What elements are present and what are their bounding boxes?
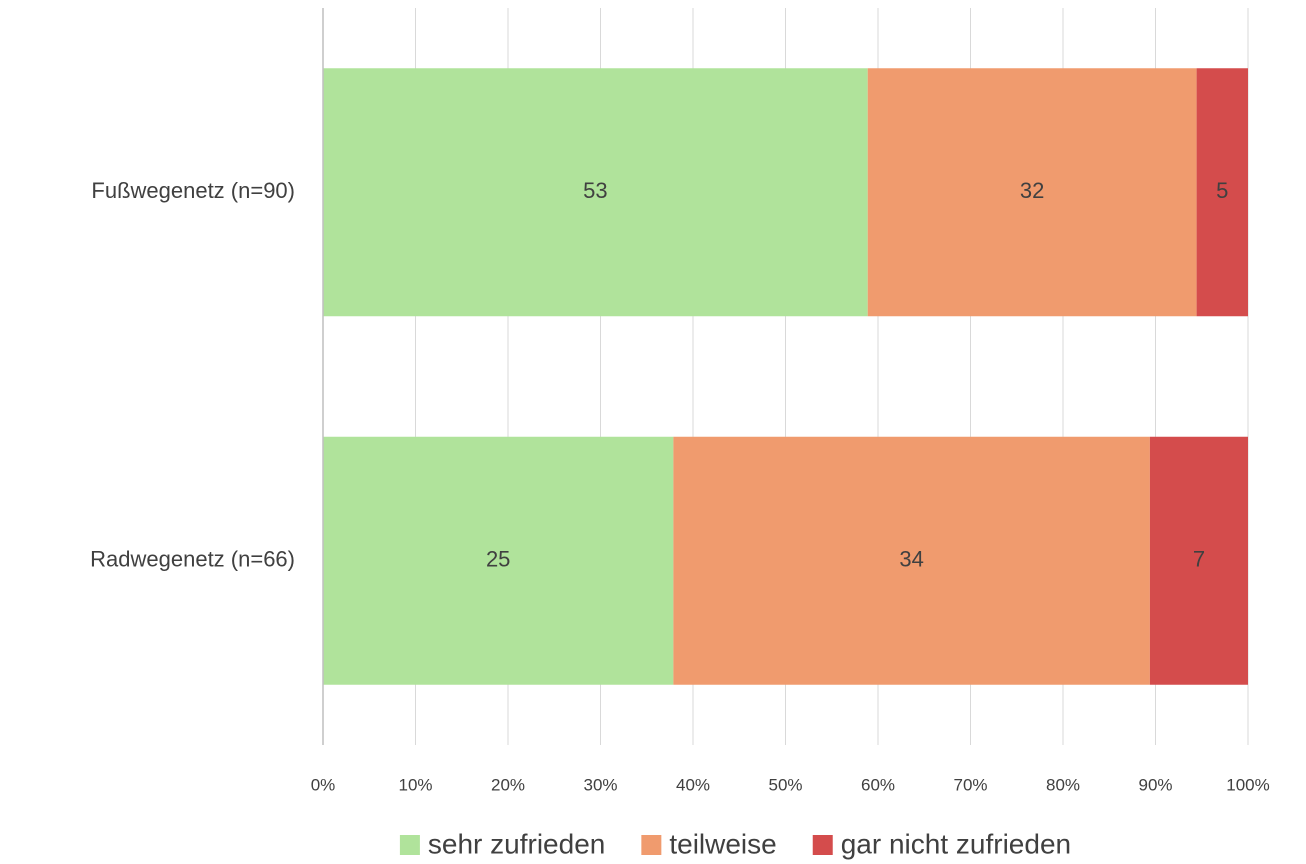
category-label: Radwegenetz (n=66) bbox=[90, 547, 295, 572]
x-tick-label: 0% bbox=[311, 775, 336, 794]
x-tick-label: 40% bbox=[676, 775, 710, 794]
legend-swatch bbox=[812, 835, 833, 855]
value-label: 34 bbox=[899, 547, 923, 572]
x-tick-label: 90% bbox=[1138, 775, 1172, 794]
category-label: Fußwegenetz (n=90) bbox=[91, 178, 295, 203]
value-label: 25 bbox=[486, 547, 510, 572]
x-tick-label: 50% bbox=[768, 775, 802, 794]
x-tick-label: 80% bbox=[1046, 775, 1080, 794]
bar-segment bbox=[323, 68, 868, 317]
legend-label: sehr zufrieden bbox=[428, 828, 605, 859]
value-label: 5 bbox=[1216, 178, 1228, 203]
bar-segment bbox=[867, 68, 1197, 317]
value-label: 32 bbox=[1020, 178, 1044, 203]
legend-swatch bbox=[399, 835, 420, 855]
x-tick-label: 70% bbox=[953, 775, 987, 794]
bar-segment bbox=[323, 436, 674, 685]
legend-label: gar nicht zufrieden bbox=[841, 828, 1071, 859]
x-tick-label: 20% bbox=[491, 775, 525, 794]
value-label: 7 bbox=[1193, 547, 1205, 572]
bar-segment bbox=[1149, 436, 1248, 685]
x-tick-label: 10% bbox=[398, 775, 432, 794]
bar-segment bbox=[1196, 68, 1248, 317]
value-label: 53 bbox=[583, 178, 607, 203]
x-tick-label: 60% bbox=[861, 775, 895, 794]
legend-label: teilweise bbox=[669, 828, 776, 859]
x-tick-label: 100% bbox=[1226, 775, 1269, 794]
bar-segment bbox=[673, 436, 1150, 685]
x-tick-label: 30% bbox=[583, 775, 617, 794]
legend-swatch bbox=[641, 835, 662, 855]
